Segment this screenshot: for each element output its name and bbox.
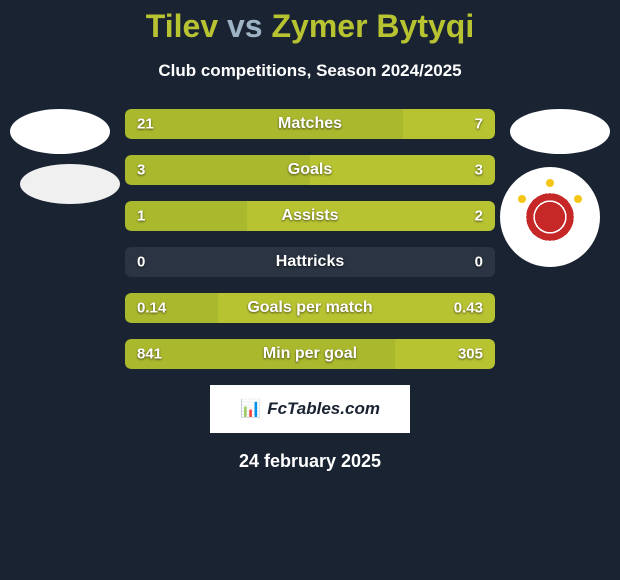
vs-label: vs [227, 8, 263, 44]
comparison-card: Tilev vs Zymer Bytyqi Club competitions,… [0, 0, 620, 472]
bar-fill-left [125, 109, 403, 139]
bar-fill-left [125, 155, 310, 185]
player1-club-badge [20, 164, 120, 204]
bar-fill-right [310, 155, 495, 185]
subtitle: Club competitions, Season 2024/2025 [0, 61, 620, 81]
logo-text: FcTables.com [267, 399, 380, 419]
stat-bar-row: 1 2 Assists [125, 201, 495, 231]
bar-value-right: 7 [475, 116, 483, 133]
bar-value-left: 1 [137, 208, 145, 225]
content-area: 21 7 Matches 3 3 Goals 1 2 Assists 0 0 Hattricks 0.1… [0, 109, 620, 472]
bar-value-right: 0 [475, 254, 483, 271]
stat-bar-row: 0.14 0.43 Goals per match [125, 293, 495, 323]
bar-label: Min per goal [263, 345, 357, 363]
stat-bars: 21 7 Matches 3 3 Goals 1 2 Assists 0 0 Hattricks 0.1… [125, 109, 495, 369]
bar-label: Matches [278, 115, 342, 133]
chart-icon: 📊 [240, 399, 261, 419]
bar-value-right: 3 [475, 162, 483, 179]
bar-value-left: 841 [137, 346, 162, 363]
bar-value-right: 0.43 [454, 300, 483, 317]
fctables-logo: 📊 FcTables.com [210, 385, 410, 433]
stat-bar-row: 21 7 Matches [125, 109, 495, 139]
stat-bar-row: 0 0 Hattricks [125, 247, 495, 277]
bar-value-left: 21 [137, 116, 154, 133]
bar-value-left: 3 [137, 162, 145, 179]
player1-avatar [10, 109, 110, 154]
bar-value-left: 0.14 [137, 300, 166, 317]
bar-value-left: 0 [137, 254, 145, 271]
player2-avatar [510, 109, 610, 154]
title: Tilev vs Zymer Bytyqi [0, 8, 620, 45]
bar-label: Goals [288, 161, 332, 179]
bar-label: Goals per match [247, 299, 372, 317]
player1-name: Tilev [146, 8, 218, 44]
bar-value-right: 305 [458, 346, 483, 363]
bar-label: Assists [282, 207, 339, 225]
player2-name: Zymer Bytyqi [271, 8, 474, 44]
player2-club-badge [500, 167, 600, 267]
bar-value-right: 2 [475, 208, 483, 225]
date-label: 24 february 2025 [0, 451, 620, 472]
stat-bar-row: 841 305 Min per goal [125, 339, 495, 369]
bar-label: Hattricks [276, 253, 344, 271]
stat-bar-row: 3 3 Goals [125, 155, 495, 185]
